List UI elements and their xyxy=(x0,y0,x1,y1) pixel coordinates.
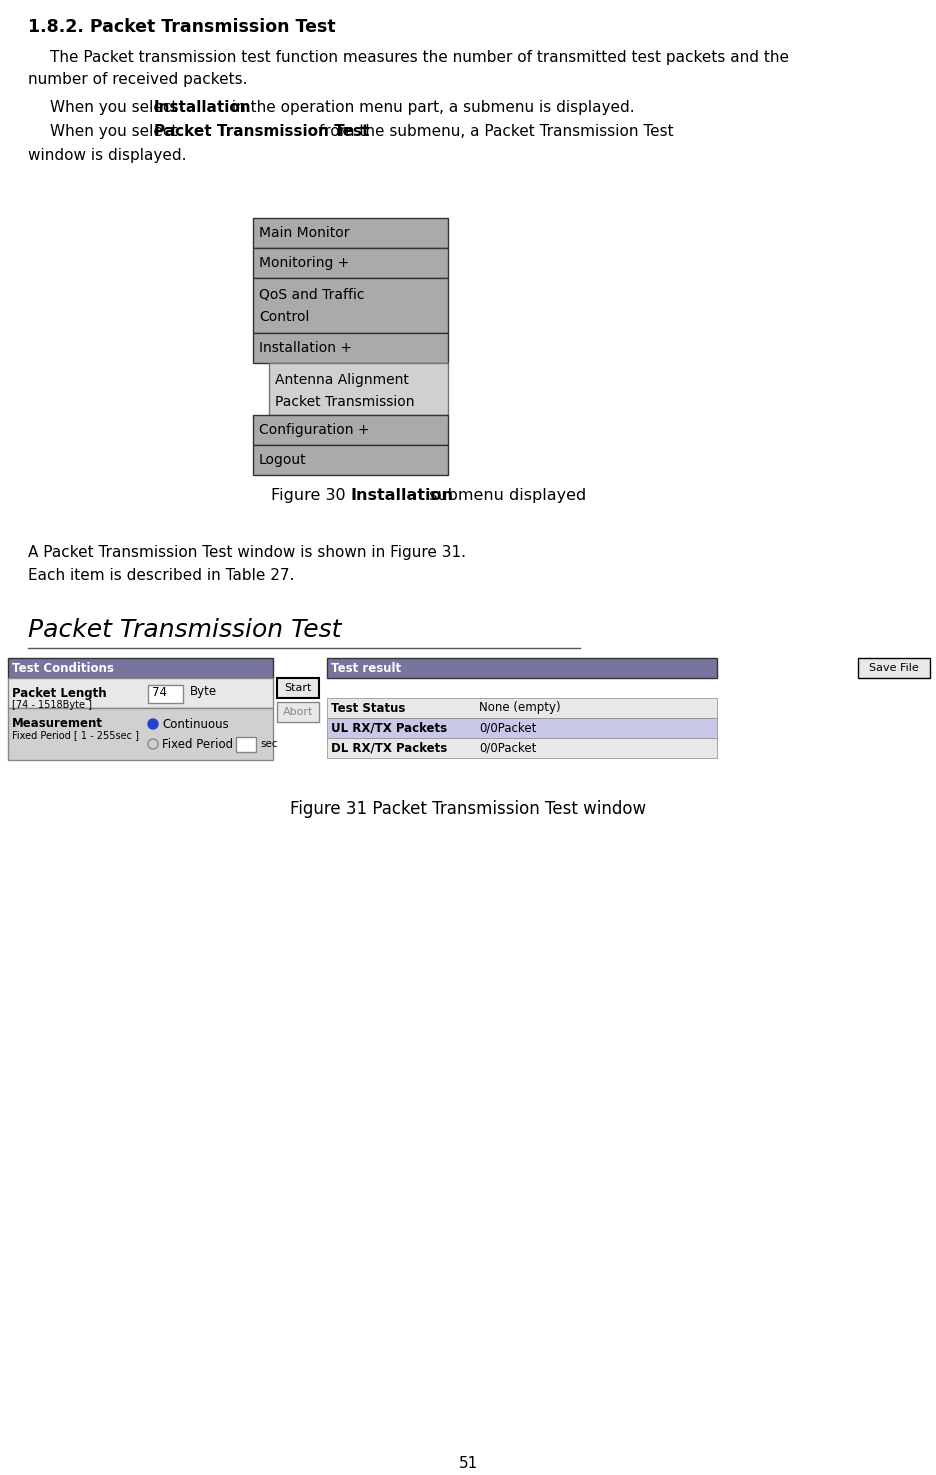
Bar xyxy=(8,678,272,708)
Text: Control: Control xyxy=(258,310,309,324)
Text: 0/0Packet: 0/0Packet xyxy=(478,742,535,755)
Text: number of received packets.: number of received packets. xyxy=(28,72,247,87)
Bar xyxy=(8,708,272,760)
Bar xyxy=(8,658,272,678)
Text: Main Monitor: Main Monitor xyxy=(258,226,349,240)
Text: Packet Transmission Test: Packet Transmission Test xyxy=(154,124,369,139)
Text: QoS and Traffic: QoS and Traffic xyxy=(258,288,364,302)
Text: in the operation menu part, a submenu is displayed.: in the operation menu part, a submenu is… xyxy=(227,100,634,115)
Text: Continuous: Continuous xyxy=(162,717,228,730)
Text: A Packet Transmission Test window is shown in Figure 31.: A Packet Transmission Test window is sho… xyxy=(28,544,465,560)
Bar xyxy=(269,363,447,414)
Text: Test result: Test result xyxy=(330,661,401,674)
Text: Monitoring +: Monitoring + xyxy=(258,257,349,270)
Bar xyxy=(857,658,929,678)
Text: Logout: Logout xyxy=(258,453,306,468)
Text: Fixed Period: Fixed Period xyxy=(162,738,233,751)
Text: When you select: When you select xyxy=(50,100,183,115)
Text: Figure 31 Packet Transmission Test window: Figure 31 Packet Transmission Test windo… xyxy=(290,799,646,819)
Text: Packet Transmission: Packet Transmission xyxy=(274,395,414,409)
Text: Save File: Save File xyxy=(869,662,918,673)
Text: Measurement: Measurement xyxy=(12,717,103,730)
Text: 74: 74 xyxy=(152,686,167,699)
Bar xyxy=(277,702,318,721)
Text: Installation +: Installation + xyxy=(258,341,352,355)
Bar xyxy=(253,414,447,445)
Text: Packet Transmission Test: Packet Transmission Test xyxy=(28,618,341,642)
Text: UL RX/TX Packets: UL RX/TX Packets xyxy=(330,721,446,735)
Text: from the submenu, a Packet Transmission Test: from the submenu, a Packet Transmission … xyxy=(314,124,673,139)
Text: None (empty): None (empty) xyxy=(478,702,560,714)
Bar xyxy=(253,277,447,333)
Text: 51: 51 xyxy=(459,1456,477,1471)
Bar xyxy=(327,718,716,738)
Text: Antenna Alignment: Antenna Alignment xyxy=(274,373,408,386)
Bar xyxy=(277,678,318,698)
Circle shape xyxy=(148,718,158,729)
Text: window is displayed.: window is displayed. xyxy=(28,148,186,164)
Text: Test Conditions: Test Conditions xyxy=(12,661,114,674)
Bar xyxy=(253,333,447,363)
Text: submenu displayed: submenu displayed xyxy=(424,488,586,503)
Text: sec: sec xyxy=(259,739,277,749)
Text: Packet Length: Packet Length xyxy=(12,687,107,701)
Bar xyxy=(327,698,716,718)
Text: Byte: Byte xyxy=(190,686,217,699)
Text: 0/0Packet: 0/0Packet xyxy=(478,721,535,735)
Text: Abort: Abort xyxy=(283,707,313,717)
Text: Figure 30: Figure 30 xyxy=(271,488,350,503)
Text: Configuration +: Configuration + xyxy=(258,423,369,437)
Text: Start: Start xyxy=(284,683,312,693)
Text: Each item is described in Table 27.: Each item is described in Table 27. xyxy=(28,568,294,583)
Bar xyxy=(327,658,716,678)
Text: [74 - 1518Byte ]: [74 - 1518Byte ] xyxy=(12,701,92,709)
Bar xyxy=(253,445,447,475)
Text: When you select: When you select xyxy=(50,124,183,139)
Bar xyxy=(236,738,256,752)
Bar xyxy=(253,248,447,277)
Text: DL RX/TX Packets: DL RX/TX Packets xyxy=(330,742,446,755)
Bar xyxy=(148,684,183,704)
Text: Test Status: Test Status xyxy=(330,702,405,714)
Text: Installation: Installation xyxy=(154,100,252,115)
Bar xyxy=(327,738,716,758)
Text: The Packet transmission test function measures the number of transmitted test pa: The Packet transmission test function me… xyxy=(50,50,788,65)
Text: Fixed Period [ 1 - 255sec ]: Fixed Period [ 1 - 255sec ] xyxy=(12,730,139,740)
Bar xyxy=(253,218,447,248)
Text: 1.8.2. Packet Transmission Test: 1.8.2. Packet Transmission Test xyxy=(28,18,335,35)
Text: Installation: Installation xyxy=(350,488,453,503)
